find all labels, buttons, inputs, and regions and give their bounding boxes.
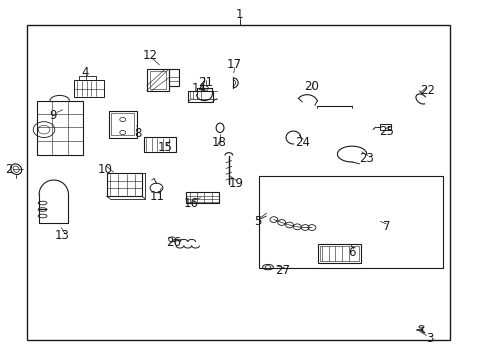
- Bar: [380, 124, 390, 130]
- Text: 22: 22: [420, 84, 434, 96]
- Text: 13: 13: [55, 229, 70, 242]
- Text: 9: 9: [49, 109, 57, 122]
- Text: 25: 25: [378, 125, 393, 138]
- Text: 10: 10: [98, 163, 112, 176]
- Text: 27: 27: [275, 264, 289, 277]
- Bar: [79, 76, 96, 80]
- Text: 21: 21: [198, 76, 212, 89]
- Bar: [37, 101, 83, 155]
- Text: 12: 12: [143, 49, 158, 62]
- Text: 2: 2: [5, 163, 13, 176]
- Bar: [259, 176, 442, 268]
- Text: 23: 23: [359, 152, 373, 165]
- Text: 19: 19: [228, 177, 243, 190]
- Text: 24: 24: [294, 136, 309, 149]
- Bar: [144, 137, 176, 152]
- Text: 1: 1: [235, 8, 243, 21]
- Text: 14: 14: [192, 82, 206, 95]
- Text: 4: 4: [81, 66, 89, 78]
- Bar: [108, 111, 137, 138]
- Bar: [74, 80, 103, 97]
- Text: 3: 3: [426, 332, 433, 345]
- Text: 15: 15: [158, 141, 172, 154]
- Bar: [149, 71, 165, 89]
- Text: 8: 8: [134, 127, 142, 140]
- Text: 7: 7: [382, 220, 389, 233]
- Bar: [185, 192, 219, 203]
- Bar: [27, 25, 449, 340]
- Text: 26: 26: [166, 237, 181, 249]
- Bar: [319, 246, 358, 261]
- Bar: [106, 173, 142, 196]
- Bar: [168, 69, 179, 86]
- Bar: [111, 113, 134, 135]
- Text: 18: 18: [211, 136, 226, 149]
- Bar: [146, 69, 168, 91]
- Text: 11: 11: [150, 190, 164, 203]
- Text: 17: 17: [226, 58, 241, 71]
- Text: 5: 5: [254, 215, 262, 228]
- Bar: [317, 244, 360, 263]
- Text: 20: 20: [304, 80, 319, 93]
- Text: 6: 6: [347, 246, 355, 258]
- Bar: [188, 91, 212, 102]
- Text: 16: 16: [183, 197, 198, 210]
